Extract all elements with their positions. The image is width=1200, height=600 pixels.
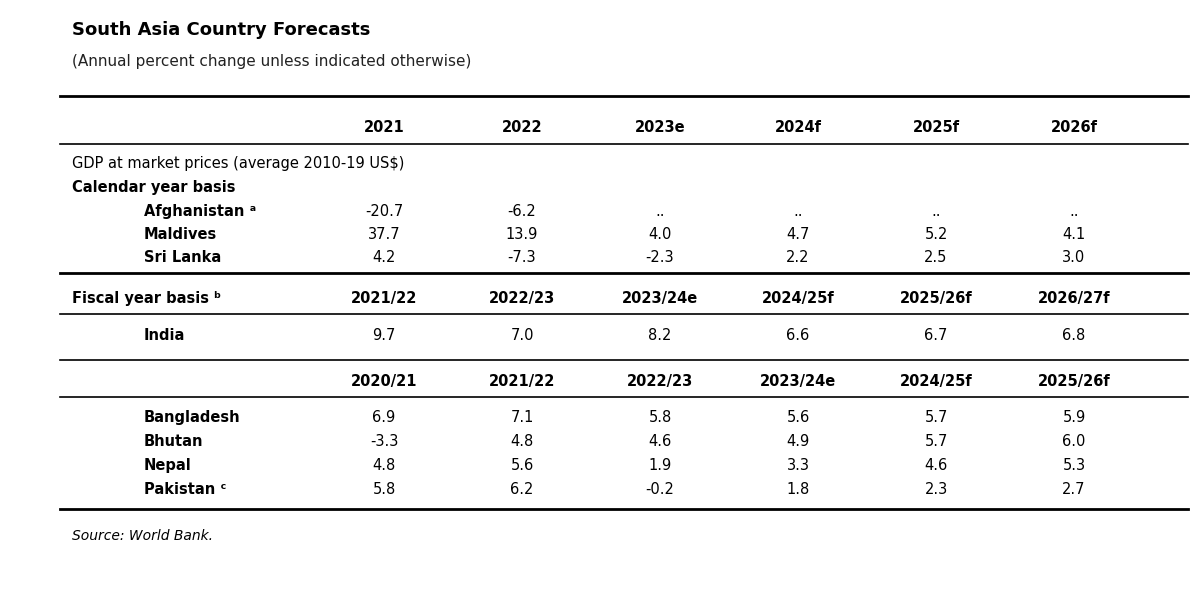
Text: -7.3: -7.3 bbox=[508, 250, 536, 265]
Text: Fiscal year basis ᵇ: Fiscal year basis ᵇ bbox=[72, 291, 221, 306]
Text: 6.2: 6.2 bbox=[510, 482, 534, 497]
Text: India: India bbox=[144, 328, 185, 343]
Text: 4.6: 4.6 bbox=[924, 458, 948, 473]
Text: Sri Lanka: Sri Lanka bbox=[144, 250, 221, 265]
Text: 2025/26f: 2025/26f bbox=[1038, 374, 1110, 389]
Text: ..: .. bbox=[655, 204, 665, 219]
Text: 9.7: 9.7 bbox=[372, 328, 396, 343]
Text: ..: .. bbox=[793, 204, 803, 219]
Text: 7.1: 7.1 bbox=[510, 410, 534, 425]
Text: 2020/21: 2020/21 bbox=[350, 374, 418, 389]
Text: 2023/24e: 2023/24e bbox=[760, 374, 836, 389]
Text: 5.6: 5.6 bbox=[510, 458, 534, 473]
Text: -0.2: -0.2 bbox=[646, 482, 674, 497]
Text: -6.2: -6.2 bbox=[508, 204, 536, 219]
Text: Pakistan ᶜ: Pakistan ᶜ bbox=[144, 482, 227, 497]
Text: Source: World Bank.: Source: World Bank. bbox=[72, 529, 214, 543]
Text: 2022: 2022 bbox=[502, 120, 542, 135]
Text: 2021/22: 2021/22 bbox=[350, 291, 418, 306]
Text: 1.9: 1.9 bbox=[648, 458, 672, 473]
Text: Bangladesh: Bangladesh bbox=[144, 410, 241, 425]
Text: 2022/23: 2022/23 bbox=[488, 291, 556, 306]
Text: 5.7: 5.7 bbox=[924, 434, 948, 449]
Text: 2024f: 2024f bbox=[774, 120, 822, 135]
Text: 2026f: 2026f bbox=[1050, 120, 1098, 135]
Text: 4.6: 4.6 bbox=[648, 434, 672, 449]
Text: ..: .. bbox=[931, 204, 941, 219]
Text: 4.0: 4.0 bbox=[648, 227, 672, 242]
Text: 6.8: 6.8 bbox=[1062, 328, 1086, 343]
Text: -3.3: -3.3 bbox=[370, 434, 398, 449]
Text: 5.8: 5.8 bbox=[372, 482, 396, 497]
Text: 6.7: 6.7 bbox=[924, 328, 948, 343]
Text: 4.8: 4.8 bbox=[510, 434, 534, 449]
Text: 5.2: 5.2 bbox=[924, 227, 948, 242]
Text: 13.9: 13.9 bbox=[506, 227, 538, 242]
Text: 4.9: 4.9 bbox=[786, 434, 810, 449]
Text: Afghanistan ᵃ: Afghanistan ᵃ bbox=[144, 204, 257, 219]
Text: 2.3: 2.3 bbox=[924, 482, 948, 497]
Text: -20.7: -20.7 bbox=[365, 204, 403, 219]
Text: 7.0: 7.0 bbox=[510, 328, 534, 343]
Text: 2023e: 2023e bbox=[635, 120, 685, 135]
Text: Nepal: Nepal bbox=[144, 458, 192, 473]
Text: South Asia Country Forecasts: South Asia Country Forecasts bbox=[72, 21, 371, 39]
Text: 6.0: 6.0 bbox=[1062, 434, 1086, 449]
Text: Bhutan: Bhutan bbox=[144, 434, 204, 449]
Text: 4.8: 4.8 bbox=[372, 458, 396, 473]
Text: 2026/27f: 2026/27f bbox=[1038, 291, 1110, 306]
Text: 2025/26f: 2025/26f bbox=[900, 291, 972, 306]
Text: 5.7: 5.7 bbox=[924, 410, 948, 425]
Text: 5.9: 5.9 bbox=[1062, 410, 1086, 425]
Text: 2.7: 2.7 bbox=[1062, 482, 1086, 497]
Text: 4.2: 4.2 bbox=[372, 250, 396, 265]
Text: 8.2: 8.2 bbox=[648, 328, 672, 343]
Text: 2024/25f: 2024/25f bbox=[900, 374, 972, 389]
Text: GDP at market prices (average 2010-19 US$): GDP at market prices (average 2010-19 US… bbox=[72, 156, 404, 171]
Text: (Annual percent change unless indicated otherwise): (Annual percent change unless indicated … bbox=[72, 54, 472, 69]
Text: 2.5: 2.5 bbox=[924, 250, 948, 265]
Text: 3.3: 3.3 bbox=[786, 458, 810, 473]
Text: 2024/25f: 2024/25f bbox=[762, 291, 834, 306]
Text: 2021: 2021 bbox=[364, 120, 404, 135]
Text: 2021/22: 2021/22 bbox=[488, 374, 556, 389]
Text: 2025f: 2025f bbox=[912, 120, 960, 135]
Text: 5.8: 5.8 bbox=[648, 410, 672, 425]
Text: 5.3: 5.3 bbox=[1062, 458, 1086, 473]
Text: 5.6: 5.6 bbox=[786, 410, 810, 425]
Text: 6.9: 6.9 bbox=[372, 410, 396, 425]
Text: 1.8: 1.8 bbox=[786, 482, 810, 497]
Text: 3.0: 3.0 bbox=[1062, 250, 1086, 265]
Text: 2022/23: 2022/23 bbox=[626, 374, 694, 389]
Text: -2.3: -2.3 bbox=[646, 250, 674, 265]
Text: 2.2: 2.2 bbox=[786, 250, 810, 265]
Text: 37.7: 37.7 bbox=[367, 227, 401, 242]
Text: 6.6: 6.6 bbox=[786, 328, 810, 343]
Text: Calendar year basis: Calendar year basis bbox=[72, 180, 235, 195]
Text: 2023/24e: 2023/24e bbox=[622, 291, 698, 306]
Text: 4.7: 4.7 bbox=[786, 227, 810, 242]
Text: ..: .. bbox=[1069, 204, 1079, 219]
Text: 4.1: 4.1 bbox=[1062, 227, 1086, 242]
Text: Maldives: Maldives bbox=[144, 227, 217, 242]
